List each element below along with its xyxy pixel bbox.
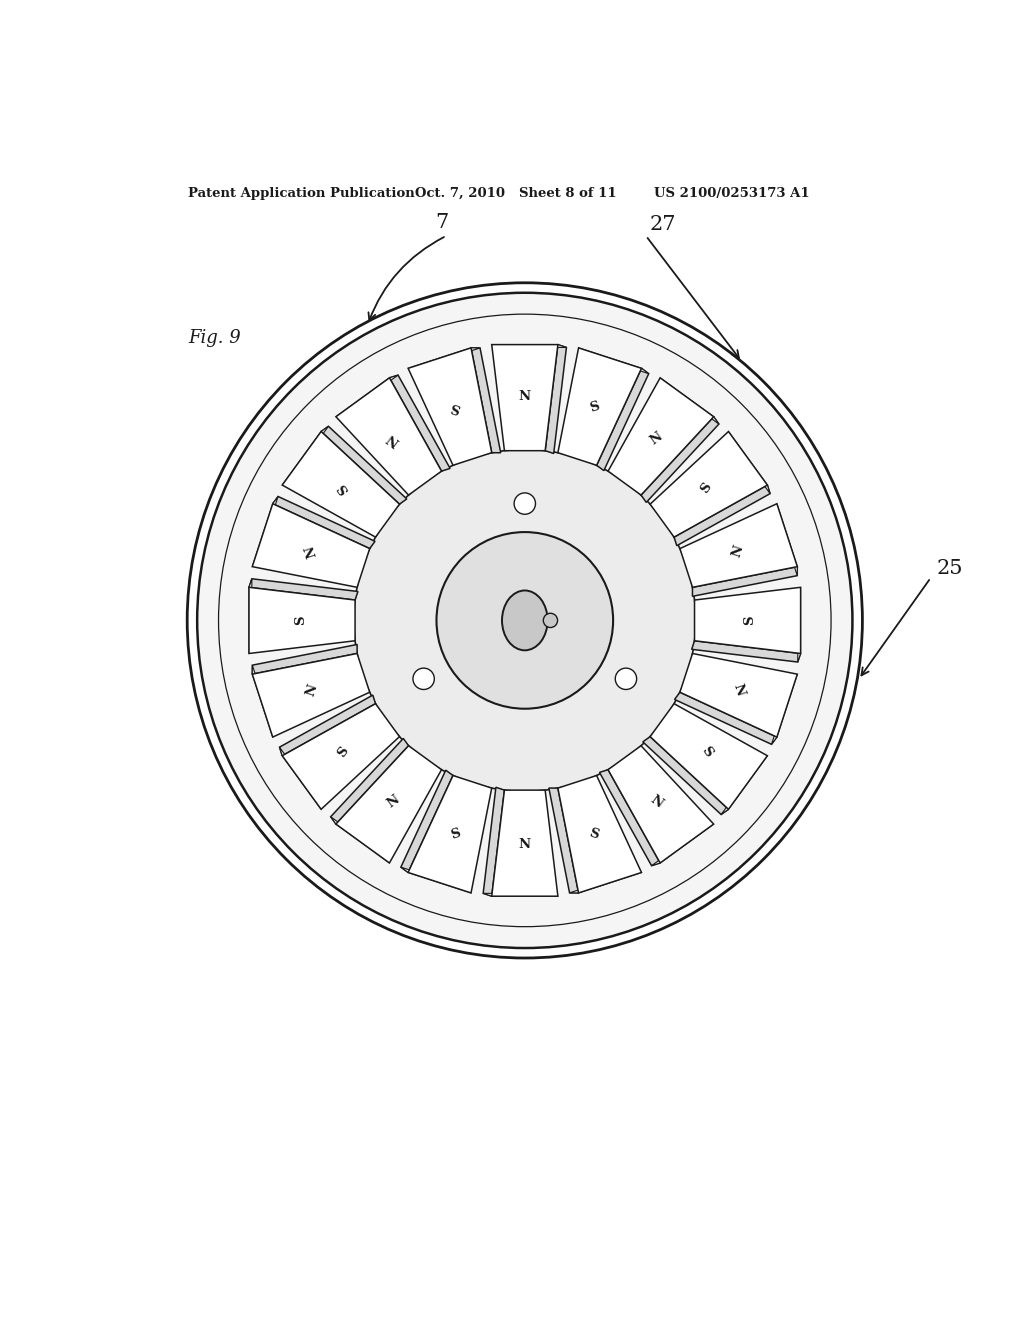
Circle shape	[354, 449, 695, 792]
Circle shape	[413, 668, 434, 689]
Polygon shape	[331, 738, 409, 824]
Polygon shape	[322, 426, 407, 504]
Polygon shape	[771, 675, 798, 744]
Polygon shape	[641, 417, 719, 503]
Polygon shape	[283, 426, 329, 484]
Text: US 2100/0253173 A1: US 2100/0253173 A1	[654, 186, 810, 199]
Text: S: S	[742, 615, 756, 626]
Polygon shape	[471, 348, 501, 453]
Polygon shape	[660, 378, 719, 424]
Polygon shape	[691, 640, 801, 663]
Text: N: N	[519, 389, 530, 403]
Text: 27: 27	[650, 215, 676, 234]
Text: N: N	[384, 430, 401, 447]
Polygon shape	[336, 375, 398, 417]
Polygon shape	[545, 345, 566, 454]
Polygon shape	[579, 348, 649, 374]
Polygon shape	[283, 432, 399, 537]
Polygon shape	[569, 873, 641, 892]
Text: 7: 7	[435, 213, 449, 232]
Text: S: S	[449, 826, 462, 841]
Polygon shape	[492, 345, 558, 450]
Polygon shape	[549, 788, 579, 892]
Text: S: S	[335, 744, 351, 760]
Polygon shape	[249, 578, 252, 653]
Polygon shape	[643, 737, 728, 814]
Polygon shape	[252, 504, 370, 587]
Text: Fig. 9: Fig. 9	[188, 329, 241, 347]
Polygon shape	[483, 787, 505, 896]
Polygon shape	[400, 770, 453, 873]
Polygon shape	[728, 432, 770, 494]
Polygon shape	[608, 378, 714, 495]
Polygon shape	[558, 776, 641, 892]
Polygon shape	[252, 665, 272, 737]
Polygon shape	[721, 756, 767, 814]
Polygon shape	[680, 504, 798, 587]
Text: N: N	[648, 430, 666, 447]
Polygon shape	[280, 747, 322, 809]
Polygon shape	[651, 824, 714, 866]
Polygon shape	[409, 348, 480, 368]
Circle shape	[198, 293, 852, 948]
Polygon shape	[680, 653, 798, 737]
Polygon shape	[597, 368, 649, 471]
Circle shape	[514, 492, 536, 515]
Text: S: S	[294, 615, 307, 626]
Text: Oct. 7, 2010: Oct. 7, 2010	[416, 186, 506, 199]
Polygon shape	[400, 867, 471, 892]
Polygon shape	[483, 894, 558, 896]
Polygon shape	[492, 791, 558, 896]
Polygon shape	[674, 484, 770, 545]
Text: Sheet 8 of 11: Sheet 8 of 11	[519, 186, 617, 199]
Polygon shape	[692, 566, 798, 597]
Polygon shape	[272, 496, 375, 549]
Polygon shape	[777, 504, 798, 576]
Polygon shape	[252, 644, 357, 675]
Polygon shape	[249, 578, 358, 601]
Text: N: N	[303, 682, 319, 697]
Polygon shape	[252, 653, 370, 737]
Polygon shape	[283, 704, 399, 809]
Polygon shape	[409, 348, 492, 465]
Polygon shape	[650, 704, 767, 809]
Polygon shape	[492, 345, 566, 347]
Polygon shape	[336, 378, 441, 495]
Polygon shape	[252, 496, 279, 566]
Text: Patent Application Publication: Patent Application Publication	[188, 186, 415, 199]
Text: N: N	[730, 682, 746, 697]
Polygon shape	[694, 587, 801, 653]
Circle shape	[436, 532, 613, 709]
Text: N: N	[519, 838, 530, 851]
Polygon shape	[650, 432, 767, 537]
Polygon shape	[599, 770, 660, 866]
Text: S: S	[588, 826, 601, 841]
Text: S: S	[698, 744, 715, 760]
Polygon shape	[331, 817, 389, 863]
Ellipse shape	[502, 590, 548, 651]
Circle shape	[185, 281, 864, 960]
Text: S: S	[698, 480, 715, 496]
Polygon shape	[249, 587, 355, 653]
Polygon shape	[608, 746, 714, 863]
Polygon shape	[409, 776, 492, 892]
Polygon shape	[280, 696, 376, 756]
Text: N: N	[384, 793, 401, 810]
Text: N: N	[730, 544, 746, 558]
Text: N: N	[648, 793, 666, 810]
Text: N: N	[303, 544, 319, 558]
Polygon shape	[798, 587, 801, 663]
Ellipse shape	[544, 614, 557, 627]
Polygon shape	[336, 746, 441, 863]
Polygon shape	[389, 375, 451, 471]
Text: S: S	[449, 400, 462, 414]
Circle shape	[615, 668, 637, 689]
Polygon shape	[558, 348, 641, 465]
Text: 25: 25	[937, 558, 964, 578]
Text: S: S	[588, 400, 601, 414]
Text: S: S	[335, 480, 351, 496]
Polygon shape	[675, 692, 777, 744]
